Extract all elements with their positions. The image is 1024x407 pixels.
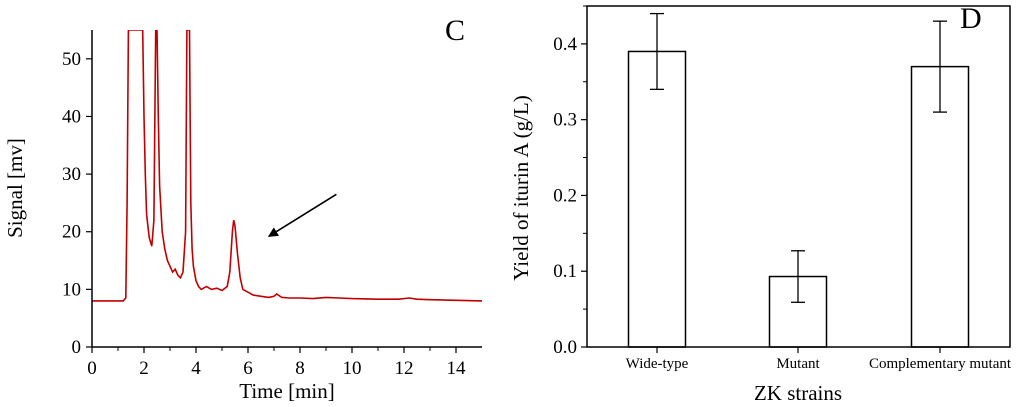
category-label: Wide-type bbox=[626, 356, 689, 372]
yield-panel: 0.0 0.1 0.2 0.3 0.4 Wide-type Mutant Complemen… bbox=[509, 2, 1012, 405]
chromatogram-panel: 0 2 4 6 8 10 12 14 0 10 20 30 40 50 C Time [min] Sign… bbox=[3, 14, 482, 403]
y-tick-label: 20 bbox=[62, 222, 81, 243]
bar bbox=[627, 50, 687, 348]
y-tick-label: 0.0 bbox=[553, 337, 577, 358]
category-label: Complementary mutant bbox=[869, 356, 1012, 372]
yield-bars: Wide-type Mutant Complementary mutant bbox=[626, 12, 1012, 372]
yield-plot-frame bbox=[586, 5, 1011, 348]
y-tick-label: 10 bbox=[62, 279, 81, 300]
panel-label-c: C bbox=[445, 14, 465, 47]
y-tick-label: 40 bbox=[62, 106, 81, 127]
yield-y-label: Yield of iturin A (g/L) bbox=[509, 95, 533, 280]
y-tick-label: 0.4 bbox=[553, 34, 577, 55]
yield-x-label: ZK strains bbox=[754, 381, 842, 405]
y-tick-label: 30 bbox=[62, 164, 81, 185]
x-tick-label: 4 bbox=[191, 358, 201, 379]
y-tick-label: 0.1 bbox=[553, 261, 577, 282]
panel-label-d: D bbox=[960, 2, 982, 35]
y-tick-label: 0 bbox=[72, 337, 82, 358]
y-tick-label: 50 bbox=[62, 49, 81, 70]
annotation-arrow bbox=[267, 193, 337, 238]
chromatogram-trace bbox=[92, 30, 482, 302]
category-label: Mutant bbox=[776, 356, 820, 372]
x-tick-label: 0 bbox=[87, 358, 97, 379]
y-tick-label: 0.3 bbox=[553, 110, 577, 131]
yield-ticks: 0.0 0.1 0.2 0.3 0.4 bbox=[553, 5, 587, 358]
y-tick-label: 0.2 bbox=[553, 185, 577, 206]
x-tick-label: 10 bbox=[343, 358, 362, 379]
bar bbox=[910, 65, 970, 348]
x-tick-label: 6 bbox=[243, 358, 253, 379]
x-tick-label: 12 bbox=[395, 358, 414, 379]
chromatogram-x-label: Time [min] bbox=[239, 379, 334, 403]
x-tick-label: 14 bbox=[447, 358, 467, 379]
chromatogram-y-label: Signal [mv] bbox=[3, 138, 27, 238]
x-tick-label: 2 bbox=[139, 358, 149, 379]
chromatogram-ticks: 0 2 4 6 8 10 12 14 0 10 20 30 40 50 bbox=[62, 49, 466, 379]
x-tick-label: 8 bbox=[295, 358, 305, 379]
